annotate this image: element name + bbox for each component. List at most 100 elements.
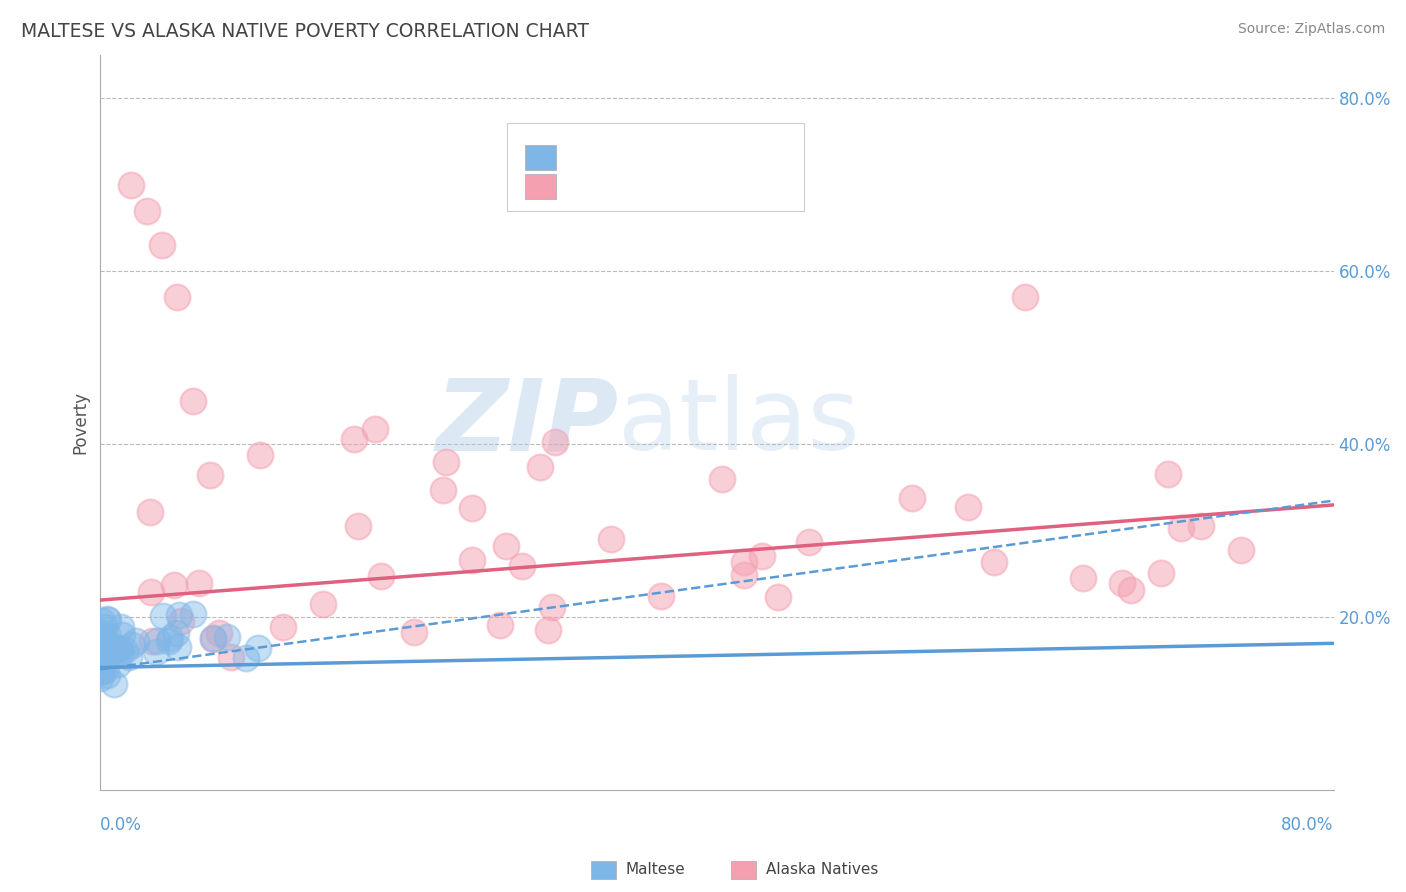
Point	[188, 575, 211, 590]
Point	[93, 635, 115, 649]
Point	[536, 623, 558, 637]
Point	[529, 459, 551, 474]
Point	[198, 467, 221, 482]
Point	[94, 652, 117, 666]
Point	[540, 599, 562, 614]
Point	[249, 448, 271, 462]
Point	[90, 614, 112, 628]
Point	[146, 634, 169, 648]
Point	[1170, 521, 1192, 535]
Point	[96, 612, 118, 626]
Text: 0.0%: 0.0%	[100, 816, 142, 834]
Point	[107, 657, 129, 671]
Point	[343, 433, 366, 447]
Point	[901, 491, 924, 505]
Text: atlas: atlas	[619, 375, 860, 471]
Point	[111, 628, 134, 642]
Point	[461, 501, 484, 516]
Point	[120, 178, 142, 192]
Point	[957, 500, 980, 514]
Point	[108, 642, 131, 657]
Text: Source: ZipAtlas.com: Source: ZipAtlas.com	[1237, 22, 1385, 37]
Point	[150, 238, 173, 252]
Point	[141, 634, 163, 648]
Point	[402, 625, 425, 640]
Point	[121, 638, 143, 652]
Point	[117, 650, 139, 665]
Point	[110, 620, 132, 634]
Point	[107, 641, 129, 656]
Point	[94, 645, 117, 659]
Text: 80.0%: 80.0%	[1281, 816, 1334, 834]
Point	[89, 671, 111, 685]
Point	[166, 640, 188, 654]
Y-axis label: Poverty: Poverty	[72, 392, 89, 454]
Point	[217, 631, 239, 645]
Point	[751, 549, 773, 564]
Point	[181, 394, 204, 409]
Point	[97, 629, 120, 643]
Point	[97, 613, 120, 627]
Point	[89, 665, 111, 680]
Point	[163, 577, 186, 591]
Point	[135, 203, 157, 218]
Point	[312, 597, 335, 611]
Point	[157, 633, 180, 648]
Point	[145, 644, 167, 658]
Point	[103, 677, 125, 691]
Point	[495, 539, 517, 553]
Point	[364, 422, 387, 436]
Point	[181, 607, 204, 622]
Point	[96, 667, 118, 681]
Point	[167, 608, 190, 623]
Point	[152, 608, 174, 623]
Point	[166, 290, 188, 304]
Point	[1111, 576, 1133, 591]
Point	[1189, 519, 1212, 533]
Point	[93, 652, 115, 666]
Point	[90, 632, 112, 647]
Point	[235, 650, 257, 665]
Point	[91, 630, 114, 644]
Point	[246, 641, 269, 656]
Text: MALTESE VS ALASKA NATIVE POVERTY CORRELATION CHART: MALTESE VS ALASKA NATIVE POVERTY CORRELA…	[21, 22, 589, 41]
Point	[600, 533, 623, 547]
Point	[208, 626, 231, 640]
Point	[370, 569, 392, 583]
Point	[460, 552, 482, 566]
Point	[90, 626, 112, 640]
Point	[139, 505, 162, 519]
Point	[489, 618, 512, 632]
Point	[110, 645, 132, 659]
Point	[93, 619, 115, 633]
Point	[91, 663, 114, 677]
Point	[159, 631, 181, 645]
Point	[98, 646, 121, 660]
Point	[1230, 543, 1253, 558]
Text: Maltese: Maltese	[626, 863, 685, 877]
Point	[1014, 290, 1036, 304]
Point	[544, 435, 567, 450]
Text: ZIP: ZIP	[436, 375, 619, 471]
Point	[94, 640, 117, 654]
Point	[201, 632, 224, 646]
Point	[170, 615, 193, 629]
Point	[766, 590, 789, 604]
Text: R =  0.111   N = 56: R = 0.111 N = 56	[567, 178, 730, 196]
Point	[219, 649, 242, 664]
Point	[1121, 583, 1143, 598]
Point	[733, 555, 755, 569]
Text: Alaska Natives: Alaska Natives	[766, 863, 879, 877]
Point	[346, 518, 368, 533]
Point	[710, 472, 733, 486]
Point	[733, 568, 755, 582]
Point	[165, 626, 187, 640]
Point	[1157, 467, 1180, 481]
Point	[114, 643, 136, 657]
Point	[797, 535, 820, 549]
Point	[141, 585, 163, 599]
Point	[650, 589, 672, 603]
Point	[983, 556, 1005, 570]
Point	[1073, 571, 1095, 585]
Point	[94, 663, 117, 677]
